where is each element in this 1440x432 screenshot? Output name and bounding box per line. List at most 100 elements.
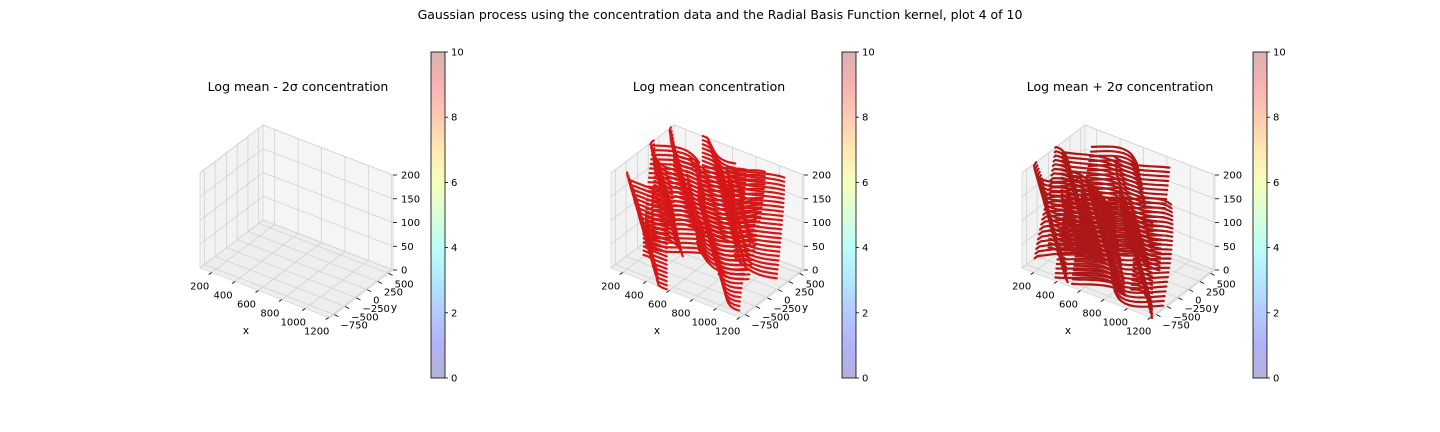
y-axis-label: y bbox=[802, 302, 808, 314]
x-axis-label: x bbox=[654, 325, 660, 337]
z-tick-label: 200 bbox=[1223, 171, 1242, 182]
x-tick-mark bbox=[666, 290, 670, 293]
data-trace bbox=[1061, 213, 1118, 227]
data-trace bbox=[701, 139, 736, 169]
x-tick-label: 1200 bbox=[304, 327, 329, 338]
data-trace bbox=[1060, 172, 1119, 185]
y-tick-mark bbox=[745, 314, 750, 317]
y-tick-label: −500 bbox=[351, 312, 378, 323]
colorbar-tick-label: 6 bbox=[451, 178, 457, 189]
z-tick-label: 50 bbox=[1223, 242, 1236, 253]
data-points bbox=[626, 126, 786, 312]
y-tick-mark bbox=[788, 281, 794, 284]
data-trace bbox=[1106, 201, 1173, 210]
data-trace bbox=[701, 211, 761, 225]
data-trace bbox=[1115, 171, 1169, 187]
z-ticks: 0 50 100 150 200 bbox=[1215, 171, 1242, 277]
x-tick-label: 1000 bbox=[281, 318, 306, 329]
data-trace bbox=[1062, 224, 1117, 240]
x-tick-mark bbox=[1030, 272, 1034, 275]
data-trace bbox=[1070, 282, 1127, 297]
x-tick-label: 800 bbox=[1082, 309, 1101, 320]
data-trace bbox=[1113, 289, 1165, 308]
data-trace bbox=[1072, 269, 1126, 285]
colorbar-ticks: 0 2 4 6 8 10 bbox=[856, 48, 875, 385]
z-tick-label: 100 bbox=[1223, 218, 1242, 229]
data-trace bbox=[1110, 275, 1168, 290]
y-tick-label: 500 bbox=[395, 279, 414, 290]
colorbar-tick-label: 8 bbox=[1273, 113, 1279, 124]
z-tick-label: 200 bbox=[812, 171, 831, 182]
data-trace bbox=[1060, 176, 1119, 189]
x-tick-label: 800 bbox=[671, 309, 690, 320]
data-trace bbox=[727, 175, 786, 187]
x-tick-label: 200 bbox=[190, 282, 209, 293]
y-tick-label: −750 bbox=[340, 321, 367, 332]
data-trace bbox=[730, 222, 782, 240]
x-tick-mark bbox=[1077, 290, 1081, 293]
data-trace bbox=[1061, 151, 1118, 165]
data-trace bbox=[1061, 220, 1117, 236]
data-trace bbox=[727, 183, 785, 196]
y-tick-mark bbox=[334, 314, 339, 317]
data-trace bbox=[701, 151, 736, 182]
y-tick-label: −750 bbox=[1162, 321, 1189, 332]
x-tick-label: 400 bbox=[1036, 291, 1055, 302]
colorbar-tick-label: 10 bbox=[451, 48, 464, 59]
y-tick-mark bbox=[767, 297, 772, 301]
x-tick-mark bbox=[302, 308, 306, 311]
data-trace bbox=[1107, 260, 1171, 271]
y-tick-label: −250 bbox=[1184, 304, 1211, 315]
data-trace bbox=[1106, 211, 1174, 218]
data-trace bbox=[1061, 159, 1119, 173]
data-trace bbox=[728, 203, 784, 218]
data-trace bbox=[701, 147, 736, 178]
x-tick-label: 400 bbox=[625, 291, 644, 302]
y-tick-mark bbox=[1188, 289, 1194, 293]
x-tick-mark bbox=[642, 281, 647, 284]
data-trace bbox=[1105, 245, 1173, 253]
colorbar-tick-label: 4 bbox=[1273, 243, 1279, 254]
y-axis-label: y bbox=[391, 302, 397, 314]
x-tick-mark bbox=[1147, 317, 1151, 320]
z-tick-label: 100 bbox=[812, 218, 831, 229]
data-trace bbox=[1090, 145, 1139, 166]
data-trace bbox=[1114, 159, 1171, 174]
y-tick-label: 0 bbox=[784, 296, 790, 307]
data-trace bbox=[730, 226, 782, 244]
data-trace bbox=[1107, 257, 1171, 267]
subplot-upper: Log mean + 2σ concentration 200 400 600 800 1… bbox=[822, 0, 1302, 432]
data-trace bbox=[729, 206, 784, 222]
x-tick-label: 600 bbox=[648, 300, 667, 311]
x-tick-mark bbox=[255, 290, 259, 293]
subplot-lower: Log mean - 2σ concentration 200 400 600 800 1… bbox=[0, 0, 480, 432]
x-tick-mark bbox=[713, 308, 717, 311]
data-trace bbox=[727, 166, 786, 179]
y-tick-label: 250 bbox=[795, 288, 814, 299]
x-tick-mark bbox=[1124, 308, 1128, 311]
data-trace bbox=[1072, 273, 1126, 289]
z-tick-label: 0 bbox=[1223, 266, 1229, 277]
gridlines bbox=[199, 124, 394, 318]
data-trace bbox=[1063, 236, 1115, 254]
data-trace bbox=[649, 139, 674, 171]
subplot-mean: Log mean concentration 200 400 600 800 1000 12… bbox=[411, 0, 891, 432]
colorbar-tick-label: 6 bbox=[1273, 178, 1279, 189]
data-trace bbox=[1062, 228, 1116, 245]
x-axis-label: x bbox=[243, 325, 249, 337]
data-trace bbox=[645, 198, 707, 209]
y-tick-mark bbox=[755, 306, 761, 309]
x-tick-label: 600 bbox=[237, 300, 256, 311]
x-tick-label: 1200 bbox=[1126, 327, 1151, 338]
x-tick-label: 600 bbox=[1059, 300, 1078, 311]
x-axis-label: x bbox=[1065, 325, 1071, 337]
y-tick-mark bbox=[377, 281, 383, 284]
y-tick-mark bbox=[1156, 314, 1161, 317]
z-tick-label: 150 bbox=[812, 194, 831, 205]
data-trace bbox=[1106, 206, 1173, 214]
x-tick-label: 1000 bbox=[1103, 318, 1128, 329]
data-trace bbox=[731, 233, 781, 253]
data-trace bbox=[727, 179, 786, 192]
data-trace bbox=[1107, 197, 1173, 206]
